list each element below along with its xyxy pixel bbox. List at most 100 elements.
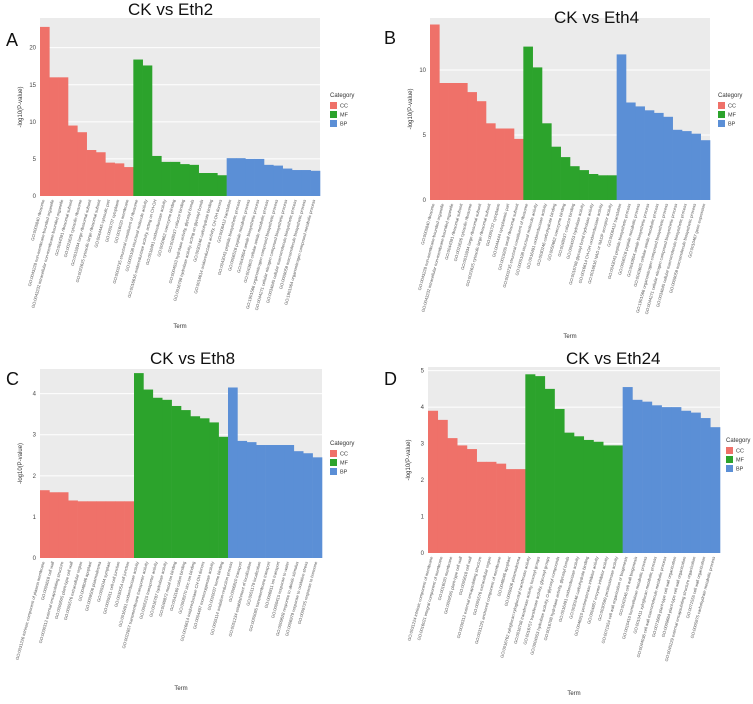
bar-mf bbox=[535, 376, 546, 553]
bar-bp bbox=[282, 168, 293, 196]
bar-bp bbox=[671, 407, 682, 553]
y-axis-label: -log10(P-value) bbox=[406, 439, 412, 480]
bar-cc bbox=[58, 492, 69, 558]
bar-bp bbox=[690, 412, 701, 553]
bar-cc bbox=[105, 501, 116, 558]
bar-bp bbox=[226, 158, 237, 196]
bar-mf bbox=[162, 399, 172, 558]
bar-bp bbox=[293, 451, 304, 558]
bar-bp bbox=[691, 133, 701, 200]
y-tick-label: 0 bbox=[423, 198, 427, 204]
go-enrichment-chart-c: 0 1 2 3 4 GO:0031226 intrinsic component of p… bbox=[15, 369, 354, 692]
bar-bp bbox=[303, 453, 313, 558]
bar-mf bbox=[190, 416, 201, 558]
panel-b: B CK vs Eth4 0 5 10 GO:0005840 ribosome GO:0… bbox=[376, 0, 753, 345]
bar-mf bbox=[134, 373, 144, 558]
legend-swatch-mf bbox=[726, 456, 733, 463]
panel-label-a: A bbox=[6, 30, 19, 50]
bar-mf bbox=[209, 422, 219, 558]
legend-entry-cc: CC bbox=[736, 449, 744, 455]
bar-cc bbox=[515, 469, 526, 553]
bar-cc bbox=[124, 167, 134, 196]
bar-bp bbox=[301, 170, 311, 196]
bar-cc bbox=[504, 128, 515, 200]
x-axis-label: Term bbox=[567, 691, 580, 697]
bar-bp bbox=[616, 54, 627, 201]
y-tick-label: 3 bbox=[421, 442, 425, 448]
bar-cc bbox=[40, 26, 50, 197]
y-tick-label: 2 bbox=[33, 474, 37, 480]
legend-entry-mf: MF bbox=[728, 113, 737, 119]
chart-title: CK vs Eth8 bbox=[150, 349, 236, 368]
bar-mf bbox=[542, 123, 552, 200]
bar-cc bbox=[430, 24, 440, 200]
bar-cc bbox=[68, 125, 78, 196]
legend-swatch-bp bbox=[330, 120, 337, 127]
legend-entry-bp: BP bbox=[340, 470, 348, 476]
bar-bp bbox=[312, 457, 323, 558]
legend-swatch-mf bbox=[330, 111, 337, 118]
bar-mf bbox=[523, 46, 533, 200]
bar-mf bbox=[583, 439, 594, 553]
bar-mf bbox=[588, 174, 599, 200]
bar-cc bbox=[448, 83, 459, 200]
bar-bp bbox=[661, 407, 672, 553]
y-tick-label: 3 bbox=[33, 433, 37, 439]
bar-mf bbox=[170, 161, 181, 196]
bar-bp bbox=[265, 445, 276, 558]
bar-bp bbox=[654, 112, 664, 200]
bar-mf bbox=[607, 175, 617, 200]
chart-title: CK vs Eth2 bbox=[128, 0, 214, 19]
legend-entry-cc: CC bbox=[340, 104, 348, 110]
bar-bp bbox=[236, 158, 246, 196]
legend-swatch-bp bbox=[726, 465, 733, 472]
bar-mf bbox=[570, 166, 580, 200]
bar-bp bbox=[672, 129, 683, 200]
bar-bp bbox=[246, 442, 257, 558]
bar-cc bbox=[467, 92, 477, 200]
bar-cc bbox=[40, 490, 50, 558]
bar-cc bbox=[437, 419, 448, 553]
bar-mf bbox=[152, 397, 163, 558]
legend-swatch-bp bbox=[330, 468, 337, 475]
panel-label-b: B bbox=[384, 28, 397, 48]
y-tick-label: 5 bbox=[33, 157, 37, 163]
bar-mf bbox=[171, 405, 182, 558]
bar-cc bbox=[86, 150, 97, 196]
legend-entry-bp: BP bbox=[728, 122, 736, 128]
bar-mf bbox=[198, 173, 209, 196]
bar-cc bbox=[115, 501, 125, 558]
legend-entry-mf: MF bbox=[736, 458, 745, 464]
bar-mf bbox=[142, 65, 153, 196]
bar-bp bbox=[228, 387, 238, 558]
bar-cc bbox=[505, 469, 516, 553]
legend-entry-bp: BP bbox=[340, 122, 348, 128]
y-tick-label: 15 bbox=[29, 83, 36, 89]
panel-d: D CK vs Eth24 0 1 2 3 4 5 GO:0031224 intrinsic… bbox=[376, 345, 753, 699]
panel-label-c: C bbox=[6, 369, 19, 389]
bar-cc bbox=[96, 152, 106, 196]
bar-bp bbox=[256, 445, 266, 558]
bar-bp bbox=[635, 106, 645, 200]
bar-mf bbox=[143, 389, 154, 558]
y-tick-label: 1 bbox=[421, 515, 425, 521]
chart-title: CK vs Eth24 bbox=[566, 349, 661, 368]
bar-bp bbox=[626, 102, 636, 200]
bar-cc bbox=[476, 461, 487, 553]
legend-title: Category bbox=[718, 93, 742, 99]
chart-title: CK vs Eth4 bbox=[554, 8, 640, 27]
bar-cc bbox=[439, 83, 449, 200]
bar-cc bbox=[486, 123, 496, 200]
bar-cc bbox=[486, 461, 497, 553]
y-tick-label: 0 bbox=[421, 551, 425, 557]
bar-mf bbox=[593, 441, 604, 553]
bar-mf bbox=[189, 164, 199, 196]
y-tick-label: 5 bbox=[421, 369, 425, 375]
bar-bp bbox=[275, 445, 285, 558]
legend-swatch-cc bbox=[718, 102, 725, 109]
bar-mf bbox=[218, 436, 229, 558]
legend-title: Category bbox=[726, 438, 750, 444]
bar-cc bbox=[457, 445, 468, 553]
legend-entry-bp: BP bbox=[736, 467, 744, 473]
bar-mf bbox=[152, 155, 162, 196]
